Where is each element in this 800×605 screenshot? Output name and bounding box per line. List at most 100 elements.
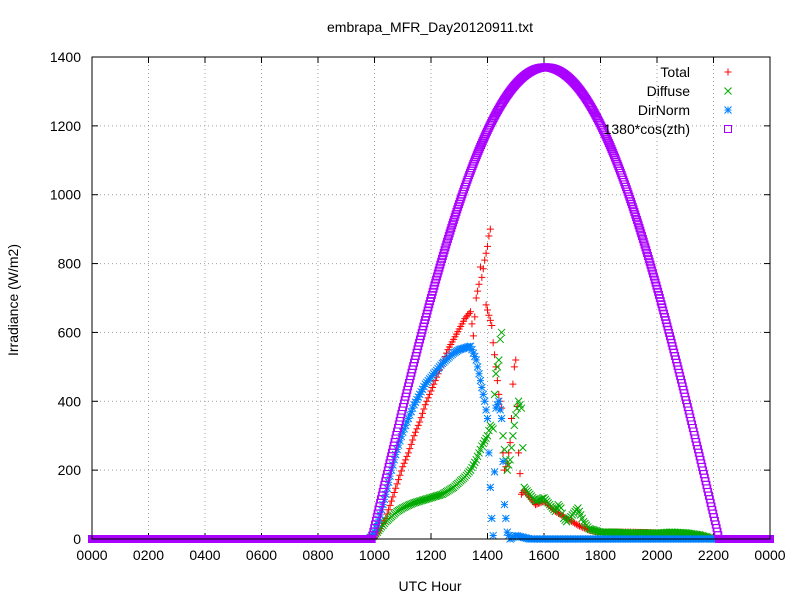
data-point: [509, 431, 517, 440]
data-point: [480, 397, 489, 406]
data-point: [494, 356, 503, 364]
data-point: [478, 273, 486, 281]
legend-marker: [724, 125, 732, 133]
data-point: [495, 390, 503, 398]
data-point: [472, 356, 481, 364]
data-point: [414, 497, 423, 506]
data-point: [445, 229, 454, 238]
data-point: [499, 431, 507, 440]
x-tick-label: 0000: [754, 547, 785, 563]
data-point: [373, 519, 382, 528]
data-point: [631, 210, 640, 219]
legend-label: 1380*cos(zth): [604, 121, 690, 137]
data-point: [572, 520, 580, 528]
data-point: [433, 269, 442, 278]
x-tick-label: 2000: [641, 547, 672, 563]
legend-marker: [724, 68, 732, 76]
data-point: [450, 213, 459, 222]
data-point: [490, 390, 499, 399]
data-point: [440, 246, 449, 255]
data-point: [389, 493, 397, 501]
data-point: [497, 414, 506, 423]
data-point: [609, 149, 618, 158]
data-point: [439, 249, 448, 258]
data-point: [437, 257, 446, 266]
series-dirnorm: [88, 342, 774, 543]
data-point: [385, 506, 393, 514]
data-point: [446, 226, 455, 235]
data-point: [484, 306, 491, 314]
x-axis-label: UTC Hour: [398, 578, 461, 594]
data-point: [444, 232, 453, 241]
data-point: [470, 352, 479, 361]
data-point: [448, 221, 457, 230]
data-point: [438, 254, 447, 263]
data-point: [469, 159, 478, 168]
data-point: [438, 251, 447, 260]
data-point: [396, 471, 404, 479]
data-point: [399, 463, 407, 471]
data-point: [477, 383, 486, 392]
data-point: [493, 363, 502, 371]
data-point: [408, 499, 417, 508]
data-point: [636, 226, 645, 235]
data-point: [627, 197, 636, 206]
data-point: [628, 202, 637, 211]
grid-lines: [92, 57, 770, 539]
data-point: [502, 514, 510, 523]
data-point: [400, 459, 408, 467]
data-point: [608, 147, 617, 156]
data-point: [482, 249, 490, 257]
data-point: [586, 525, 595, 533]
data-point: [453, 205, 462, 214]
data-point: [405, 411, 414, 419]
data-point: [509, 380, 517, 388]
data-point: [482, 301, 490, 309]
data-point: [640, 240, 649, 249]
data-point: [410, 432, 418, 440]
data-point: [411, 398, 420, 406]
data-point: [610, 151, 619, 160]
data-point: [408, 404, 417, 413]
data-point: [494, 397, 503, 406]
data-point: [474, 287, 482, 295]
data-point: [403, 452, 411, 460]
data-point: [503, 528, 512, 536]
data-point: [476, 376, 485, 385]
data-point: [632, 215, 641, 224]
data-point: [429, 492, 438, 501]
data-point: [491, 351, 499, 359]
data-point: [648, 266, 657, 275]
data-point: [515, 449, 523, 457]
data-point: [436, 260, 445, 269]
data-point: [409, 436, 417, 444]
data-point: [449, 215, 458, 224]
data-point: [492, 369, 500, 378]
y-tick-label: 1000: [50, 187, 81, 203]
data-point: [639, 237, 648, 246]
data-point: [486, 483, 495, 492]
data-point: [442, 240, 451, 249]
data-point: [625, 192, 634, 201]
data-point: [644, 254, 653, 263]
data-point: [506, 455, 514, 464]
data-point: [649, 269, 658, 278]
data-point: [390, 489, 398, 497]
data-point: [418, 496, 427, 505]
data-point: [393, 480, 401, 488]
data-point: [489, 424, 498, 433]
data-point: [590, 526, 599, 535]
data-point: [588, 525, 596, 534]
data-point: [447, 223, 456, 232]
data-point: [472, 151, 481, 160]
data-point: [401, 421, 410, 430]
data-point: [499, 457, 507, 466]
data-point: [629, 205, 638, 214]
data-point: [443, 237, 452, 246]
data-point: [419, 409, 427, 417]
data-point: [512, 356, 520, 364]
data-point: [646, 260, 655, 269]
data-point: [471, 155, 480, 164]
data-point: [508, 415, 516, 422]
data-point: [402, 456, 410, 464]
